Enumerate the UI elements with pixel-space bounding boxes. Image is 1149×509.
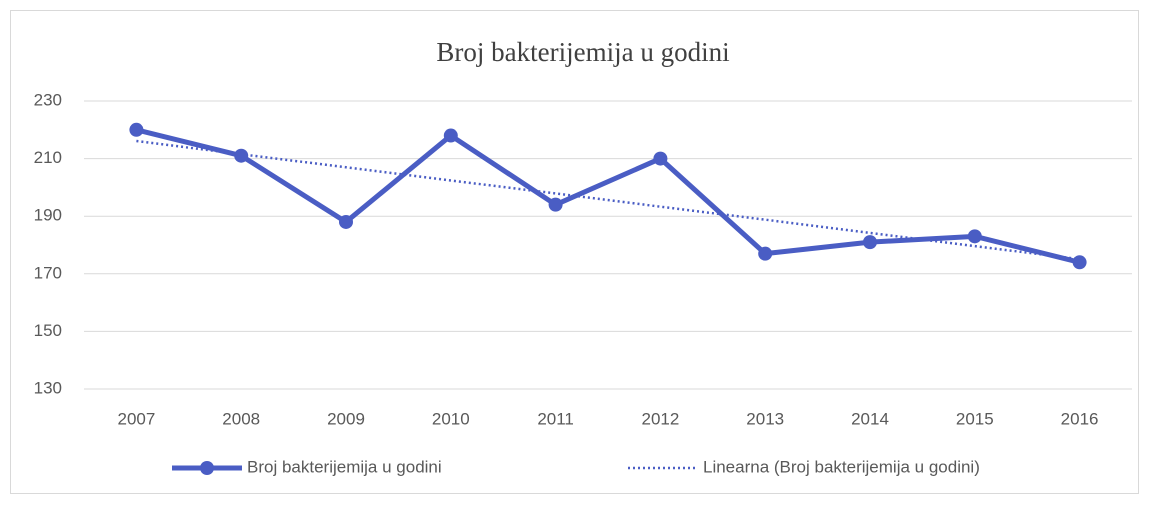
x-tick-label: 2016 [1061, 409, 1099, 428]
point [1072, 255, 1087, 270]
chart-title: Broj bakterijemija u godini [436, 37, 729, 67]
point [234, 148, 249, 163]
y-tick-label: 170 [34, 263, 62, 282]
legend-label: Broj bakterijemija u godini [247, 457, 442, 476]
y-tick-label: 130 [34, 378, 62, 397]
y-tick-label: 230 [34, 90, 62, 109]
series-line [135, 127, 1081, 265]
point [653, 151, 668, 166]
chart-border [10, 10, 1139, 494]
point [548, 197, 563, 212]
x-tick-label: 2012 [641, 409, 679, 428]
point [967, 229, 982, 244]
y-tick-label: 210 [34, 148, 62, 167]
point [129, 122, 144, 137]
x-tick-label: 2013 [746, 409, 784, 428]
point [758, 246, 773, 261]
x-tick-label: 2008 [222, 409, 260, 428]
x-tick-label: 2010 [432, 409, 470, 428]
y-tick-label: 190 [34, 206, 62, 225]
y-tick-label: 150 [34, 321, 62, 340]
point [443, 128, 458, 143]
x-tick-label: 2015 [956, 409, 994, 428]
trend-line [136, 139, 1080, 261]
legend-label: Linearna (Broj bakterijemija u godini) [703, 457, 980, 476]
x-tick-label: 2011 [537, 409, 574, 428]
x-tick-label: 2014 [851, 409, 889, 428]
point [339, 214, 353, 229]
x-tick-label: 2009 [327, 409, 365, 428]
x-tick-label: 2007 [117, 409, 155, 428]
legend-marker [200, 461, 214, 475]
point [863, 235, 877, 250]
